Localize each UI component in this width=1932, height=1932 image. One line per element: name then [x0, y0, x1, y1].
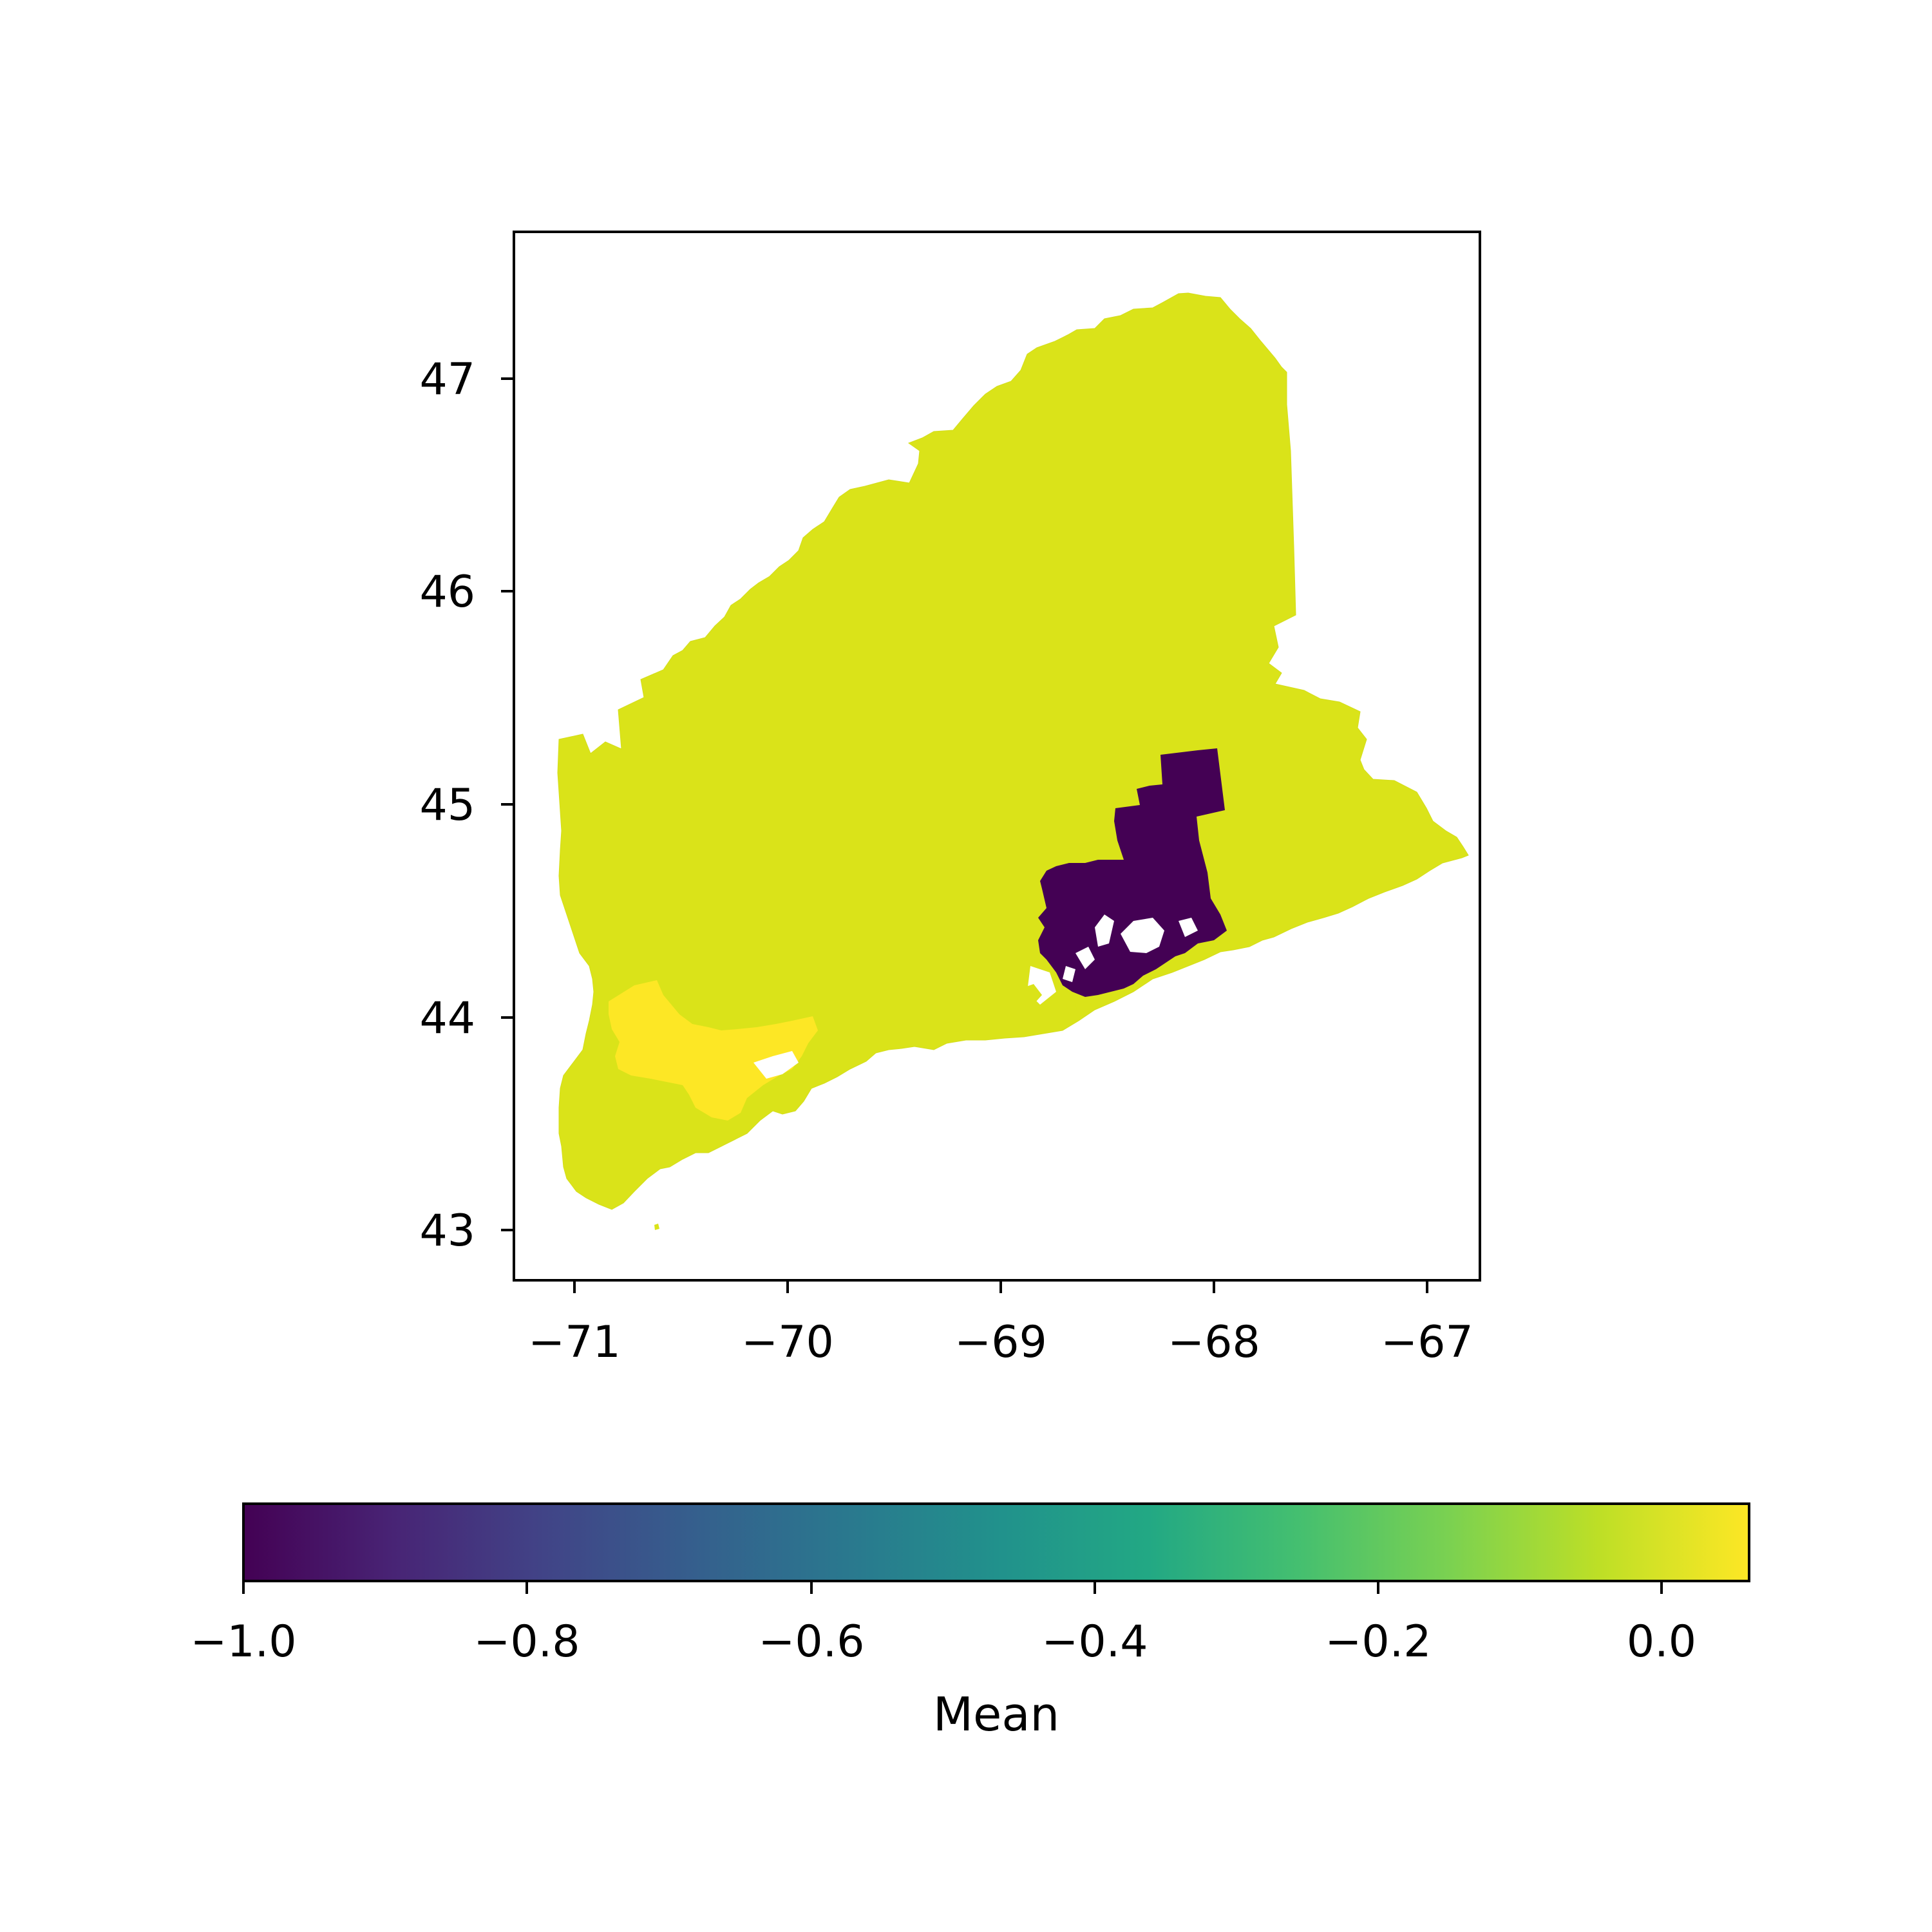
coastal-bay — [753, 1051, 799, 1079]
island — [1021, 984, 1042, 1008]
coastal-bay — [1075, 947, 1095, 969]
x-tick-label: −67 — [1381, 1317, 1473, 1368]
colorbar-tick-label: −0.2 — [1325, 1616, 1431, 1667]
x-tick-label: −71 — [528, 1317, 621, 1368]
island — [654, 1224, 659, 1230]
y-tick-label: 47 — [419, 354, 475, 405]
x-tick-label: −70 — [741, 1317, 834, 1368]
coastal-bay — [1095, 914, 1114, 947]
y-axis: 43 44 45 46 47 — [419, 354, 514, 1256]
colorbar: −1.0 −0.8 −0.6 −0.4 −0.2 0.0 Mean — [190, 1502, 1750, 1741]
coastal-bay — [1121, 918, 1164, 953]
colorbar-tick-label: −0.8 — [473, 1616, 580, 1667]
y-tick-label: 44 — [419, 993, 475, 1044]
y-tick-label: 43 — [419, 1206, 475, 1256]
colorbar-tick-label: −0.4 — [1041, 1616, 1148, 1667]
coastal-bay — [1063, 966, 1075, 982]
y-tick-label: 46 — [419, 567, 475, 618]
colorbar-label: Mean — [933, 1687, 1059, 1741]
x-tick-label: −69 — [954, 1317, 1047, 1368]
coastal-bay — [1179, 918, 1198, 937]
region-hancock — [1038, 748, 1227, 997]
colorbar-tick-label: −0.6 — [758, 1616, 864, 1667]
x-axis: −71 −70 −69 −68 −67 — [528, 1280, 1473, 1368]
region-cumberland — [609, 980, 818, 1121]
colorbar-gradient — [242, 1502, 1750, 1582]
y-tick-label: 45 — [419, 780, 475, 831]
colorbar-tick-label: 0.0 — [1627, 1616, 1696, 1667]
region-remaining-counties — [557, 292, 1469, 1210]
map-panel: −71 −70 −69 −68 −67 43 44 45 46 47 — [419, 231, 1481, 1368]
island — [1066, 999, 1077, 1014]
colorbar-tick-label: −1.0 — [190, 1616, 296, 1667]
x-tick-label: −68 — [1168, 1317, 1260, 1368]
axes-frame — [513, 231, 1481, 1282]
